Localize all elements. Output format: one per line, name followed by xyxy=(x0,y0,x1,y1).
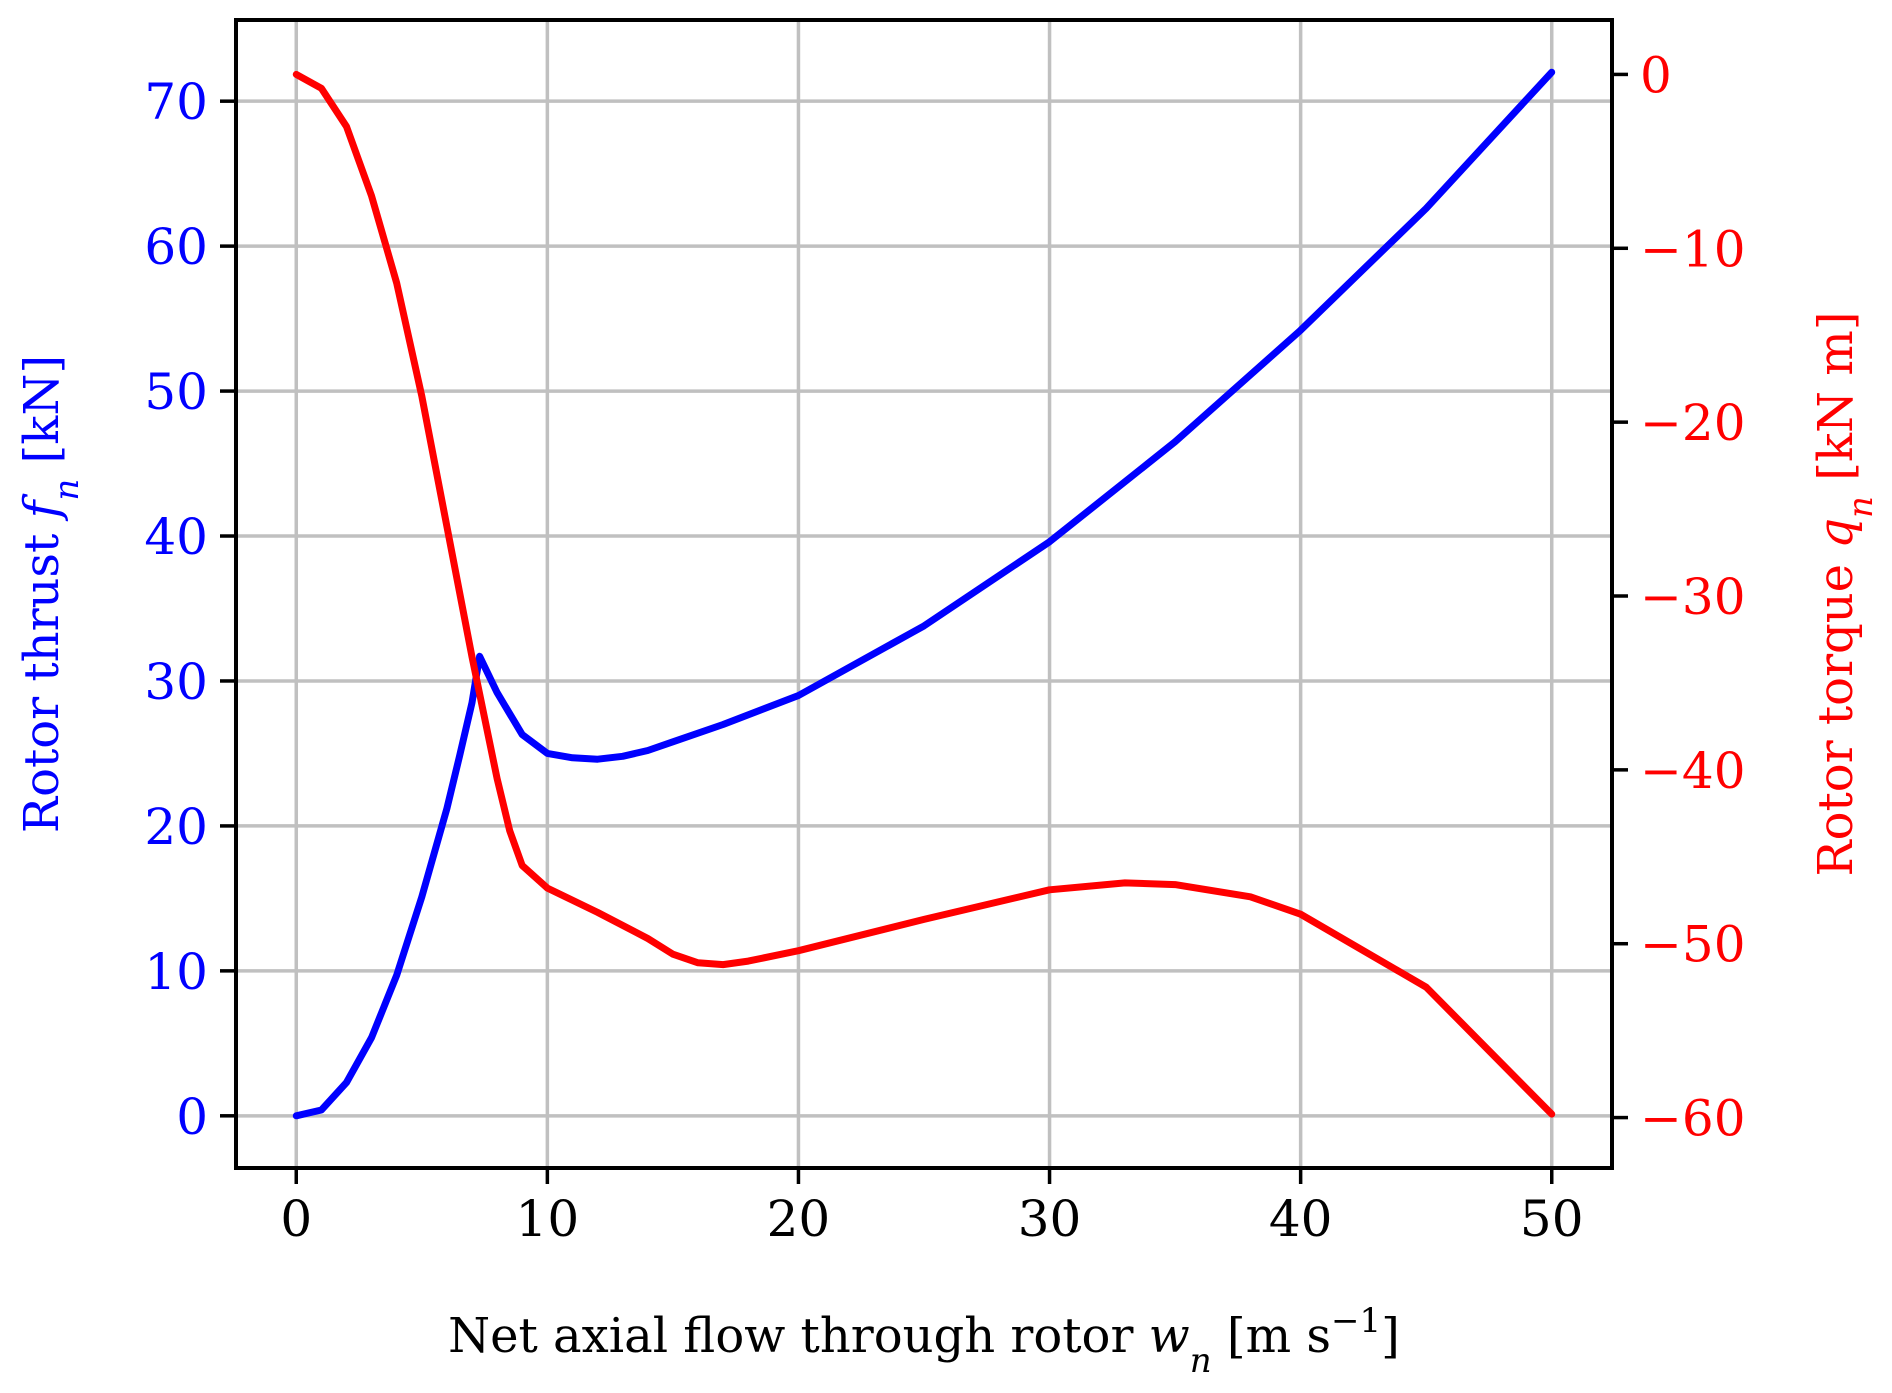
y-right-tick-label: −40 xyxy=(1640,742,1746,800)
x-axis-label: Net axial flow through rotor wn [m s−1] xyxy=(448,1301,1400,1381)
x-tick-label: 30 xyxy=(1018,1190,1082,1248)
y-right-tick-label: 0 xyxy=(1640,46,1672,104)
x-tick-label: 0 xyxy=(280,1190,312,1248)
x-tick-label: 10 xyxy=(516,1190,580,1248)
y-left-tick-label: 70 xyxy=(144,73,208,131)
y-left-tick-label: 10 xyxy=(144,943,208,1001)
x-tick-label: 20 xyxy=(767,1190,831,1248)
torque-series-line xyxy=(292,70,1556,1118)
y-left-tick-label: 40 xyxy=(144,508,208,566)
y-left-tick-label: 50 xyxy=(144,363,208,421)
y-right-tick-label: −60 xyxy=(1640,1090,1746,1148)
y-left-tick-label: 60 xyxy=(144,218,208,276)
thrust-series-line xyxy=(292,68,1556,1120)
grid xyxy=(236,20,1612,1168)
plot-frame xyxy=(234,18,1614,1170)
y-left-tick-label: 30 xyxy=(144,653,208,711)
y-left-tick-label: 0 xyxy=(176,1088,208,1146)
y-left-axis-label: Rotor thrust fn [kN] xyxy=(14,355,87,833)
y-right-tick-label: −30 xyxy=(1640,568,1746,626)
x-tick-label: 50 xyxy=(1520,1190,1584,1248)
x-tick-label: 40 xyxy=(1269,1190,1333,1248)
series-layer xyxy=(292,68,1556,1120)
ticks: 0 10 20 30 40 50 0 10 20 30 40 50 60 70 0 −10 −20 −30 −40 −… xyxy=(144,46,1745,1248)
y-right-tick-label: −10 xyxy=(1640,220,1746,278)
y-right-tick-label: −50 xyxy=(1640,916,1746,974)
y-left-tick-label: 20 xyxy=(144,798,208,856)
y-right-tick-label: −20 xyxy=(1640,394,1746,452)
y-right-axis-label: Rotor torque qn [kN m] xyxy=(1808,311,1881,876)
